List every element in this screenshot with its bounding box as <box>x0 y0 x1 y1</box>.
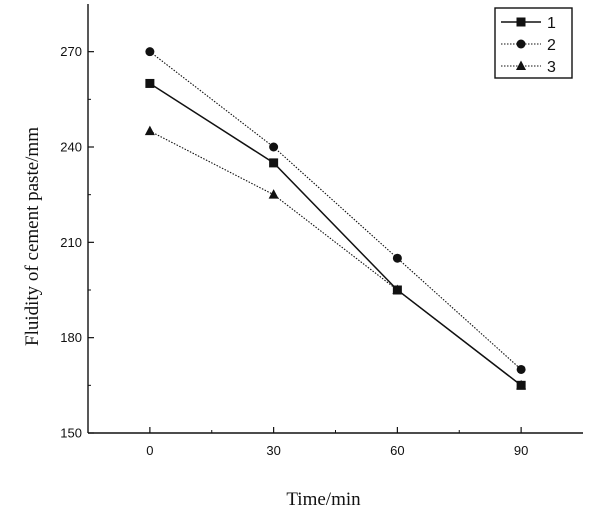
data-point-3 <box>268 189 279 199</box>
data-point-2 <box>145 47 155 57</box>
data-point-3 <box>516 379 527 390</box>
x-tick-label: 30 <box>266 443 280 458</box>
data-point-3 <box>144 125 155 136</box>
data-point-3 <box>392 284 403 294</box>
data-point-1 <box>145 78 155 88</box>
data-point-2 <box>516 364 526 374</box>
series-3 <box>144 125 527 390</box>
x-axis-label: Time/min <box>286 489 361 510</box>
y-tick-label: 180 <box>60 330 82 345</box>
series-2 <box>145 47 526 374</box>
y-tick-label: 270 <box>60 44 82 59</box>
y-axis-label: Fluidity of cement paste/mm <box>22 127 43 346</box>
legend-box <box>494 7 573 79</box>
legend-marker-3 <box>516 60 526 70</box>
data-point-2 <box>269 142 279 152</box>
legend-label-3: 3 <box>547 59 556 76</box>
y-tick-label: 240 <box>60 140 82 155</box>
series-layer <box>144 47 527 390</box>
y-tick-label: 210 <box>60 235 82 250</box>
ticks: 150 180 210 240 270 0 30 60 90 <box>60 44 528 458</box>
x-tick-label: 90 <box>514 443 528 458</box>
legend-marker-1 <box>516 17 526 27</box>
x-tick-label: 0 <box>146 443 153 458</box>
y-tick-label: 150 <box>60 426 82 441</box>
series-line-1 <box>149 82 522 386</box>
legend-label-2: 2 <box>547 37 556 54</box>
series-1 <box>145 78 526 390</box>
data-point-2 <box>392 253 402 263</box>
legend-label-1: 1 <box>547 15 556 32</box>
data-point-1 <box>269 158 279 168</box>
x-tick-label: 60 <box>390 443 404 458</box>
legend-marker-2 <box>516 39 526 49</box>
series-line-3 <box>149 130 522 386</box>
series-line-2 <box>149 51 522 370</box>
legend: 1 2 3 <box>494 7 573 79</box>
